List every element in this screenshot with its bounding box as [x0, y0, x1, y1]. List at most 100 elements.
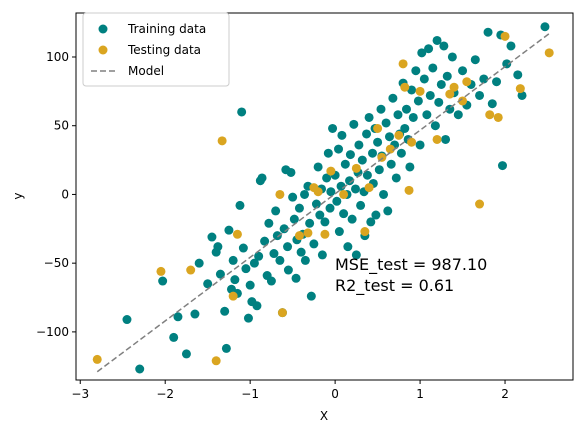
training-point [334, 144, 344, 154]
training-point [345, 176, 355, 186]
training-point [269, 249, 279, 259]
testing-points [92, 31, 554, 366]
training-point [320, 217, 330, 227]
training-point [351, 250, 361, 260]
training-point [326, 187, 336, 197]
training-point [328, 123, 338, 133]
training-point [362, 170, 372, 180]
training-point [424, 44, 434, 54]
x-tick-label: 0 [331, 387, 339, 401]
testing-point [415, 86, 425, 96]
training-point [252, 301, 262, 311]
training-point [228, 255, 238, 265]
training-point [376, 104, 386, 114]
x-tick-label: 1 [416, 387, 424, 401]
testing-point [277, 308, 287, 318]
training-point [294, 203, 304, 213]
testing-point [432, 134, 442, 144]
training-point [439, 41, 449, 51]
y-tick-label: 0 [61, 187, 69, 201]
annotation-mse: MSE_test = 987.10 [335, 255, 487, 275]
training-point [383, 206, 393, 216]
training-point [513, 70, 523, 80]
training-point [230, 275, 240, 285]
training-point [309, 239, 319, 249]
training-point [357, 155, 367, 165]
training-point [311, 199, 321, 209]
training-point [400, 123, 410, 133]
testing-point [211, 356, 221, 366]
testing-point [232, 229, 242, 239]
training-point [300, 189, 310, 199]
training-point [442, 71, 452, 81]
training-point [322, 173, 332, 183]
training-point [289, 214, 299, 224]
testing-point [515, 84, 525, 94]
y-axis-ticks: −100 −50 0 50 100 [36, 50, 76, 339]
training-point [479, 74, 489, 84]
training-point [502, 59, 512, 69]
training-point [224, 225, 234, 235]
training-point [296, 247, 306, 257]
testing-point [485, 110, 495, 120]
training-point [436, 79, 446, 89]
x-tick-label: −3 [71, 387, 89, 401]
testing-point [398, 59, 408, 69]
training-point [356, 200, 366, 210]
training-point [381, 118, 391, 128]
testing-point [400, 82, 410, 92]
training-point [354, 140, 364, 150]
testing-point [186, 265, 196, 275]
plot-frame [75, 12, 574, 381]
testing-point [404, 185, 414, 195]
legend-label-training: Training data [127, 22, 206, 36]
training-point [470, 55, 480, 65]
training-point [339, 209, 349, 219]
training-point [379, 189, 389, 199]
testing-point [407, 137, 417, 147]
training-point [315, 210, 325, 220]
training-point [374, 165, 384, 175]
testing-point [217, 136, 227, 146]
training-point [386, 159, 396, 169]
training-point [362, 129, 372, 139]
testing-point [445, 89, 455, 99]
training-point [158, 276, 168, 286]
testing-point [394, 130, 404, 140]
training-point [334, 227, 344, 237]
training-point [415, 140, 425, 150]
training-point [396, 148, 406, 158]
training-point [264, 218, 274, 228]
training-point [275, 255, 285, 265]
training-point [371, 210, 381, 220]
training-point [384, 132, 394, 142]
legend: Training data Testing data Model [82, 12, 230, 87]
annotation-r2: R2_test = 0.61 [335, 276, 454, 296]
testing-point [385, 144, 395, 154]
training-point [215, 269, 225, 279]
training-point [430, 121, 440, 131]
legend-box [82, 12, 230, 87]
testing-point [326, 166, 336, 176]
testing-point [294, 231, 304, 241]
testing-point [92, 354, 102, 364]
training-point [122, 315, 132, 325]
testing-point [449, 82, 459, 92]
training-point [288, 192, 298, 202]
training-point [243, 313, 253, 323]
training-point [453, 110, 463, 120]
legend-label-testing: Testing data [127, 43, 201, 57]
training-point [393, 110, 403, 120]
testing-point [500, 31, 510, 41]
training-point [425, 90, 435, 100]
training-points [122, 22, 550, 374]
training-point [317, 250, 327, 260]
training-point [207, 232, 217, 242]
training-point [286, 167, 296, 177]
training-point [391, 173, 401, 183]
training-point [237, 107, 247, 117]
training-point [340, 159, 350, 169]
training-point [257, 173, 267, 183]
training-point [332, 196, 342, 206]
training-point [411, 66, 421, 76]
